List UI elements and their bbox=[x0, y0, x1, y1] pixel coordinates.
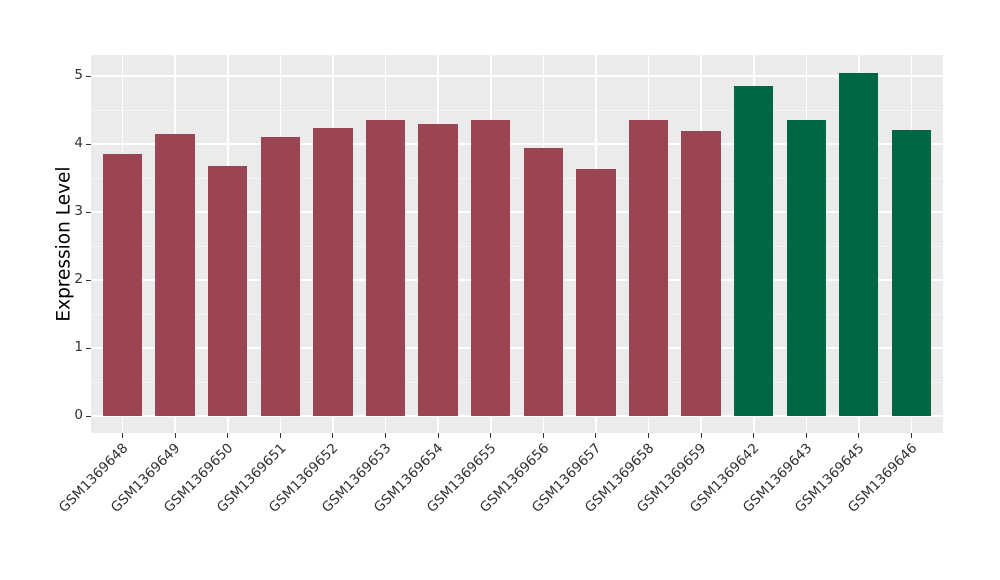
bar-GSM1369657 bbox=[576, 168, 616, 416]
y-tick-label: 0 bbox=[74, 407, 83, 423]
x-tick-mark bbox=[122, 433, 124, 438]
gridline-minor bbox=[91, 381, 943, 383]
y-tick-mark bbox=[86, 211, 91, 213]
gridline-minor bbox=[91, 245, 943, 247]
x-tick-mark bbox=[858, 433, 860, 438]
x-tick-mark bbox=[595, 433, 597, 438]
gridline-major bbox=[91, 347, 943, 349]
gridline-major bbox=[91, 279, 943, 281]
gridline-minor bbox=[91, 313, 943, 315]
y-tick-mark bbox=[86, 347, 91, 349]
bar-GSM1369645 bbox=[839, 73, 879, 416]
y-axis-title: Expression Level bbox=[53, 166, 75, 322]
bar-GSM1369651 bbox=[260, 136, 300, 416]
x-tick-mark bbox=[332, 433, 334, 438]
bar-GSM1369656 bbox=[523, 147, 563, 416]
bar-GSM1369650 bbox=[208, 165, 248, 416]
bar-GSM1369646 bbox=[891, 129, 932, 416]
x-tick-mark bbox=[700, 433, 702, 438]
y-tick-mark bbox=[86, 75, 91, 77]
y-tick-label: 5 bbox=[74, 67, 83, 84]
x-tick-mark bbox=[490, 433, 492, 438]
y-tick-label: 1 bbox=[74, 339, 83, 355]
bar-GSM1369648 bbox=[102, 153, 143, 416]
gridline-major bbox=[91, 211, 943, 213]
gridline-major bbox=[91, 75, 943, 77]
x-tick-mark bbox=[805, 433, 807, 438]
x-tick-mark bbox=[542, 433, 544, 438]
bar-GSM1369652 bbox=[313, 127, 353, 416]
x-tick-mark bbox=[648, 433, 650, 438]
y-tick-mark bbox=[86, 143, 91, 145]
x-tick-mark bbox=[437, 433, 439, 438]
bar-GSM1369643 bbox=[786, 119, 826, 416]
gridline-minor bbox=[91, 177, 943, 179]
x-tick-mark bbox=[385, 433, 387, 438]
bar-GSM1369649 bbox=[155, 133, 195, 416]
y-tick-label: 3 bbox=[74, 203, 83, 219]
y-tick-mark bbox=[86, 415, 91, 417]
bar-GSM1369653 bbox=[365, 120, 406, 416]
bar-GSM1369659 bbox=[681, 130, 721, 416]
x-tick-mark bbox=[753, 433, 755, 438]
gridline-minor bbox=[91, 109, 943, 111]
x-tick-mark bbox=[174, 433, 176, 438]
y-tick-label: 2 bbox=[74, 271, 83, 287]
bar-GSM1369655 bbox=[471, 119, 511, 416]
x-tick-mark bbox=[910, 433, 912, 438]
bar-GSM1369654 bbox=[418, 123, 458, 416]
y-tick-mark bbox=[86, 279, 91, 281]
bar-GSM1369658 bbox=[628, 119, 669, 416]
x-tick-mark bbox=[279, 433, 281, 438]
gridline-major bbox=[91, 415, 943, 417]
y-tick-label: 4 bbox=[74, 135, 83, 152]
bar-GSM1369642 bbox=[733, 85, 774, 416]
plot-panel bbox=[91, 55, 943, 433]
x-tick-mark bbox=[227, 433, 229, 438]
gridline-major bbox=[91, 143, 943, 145]
